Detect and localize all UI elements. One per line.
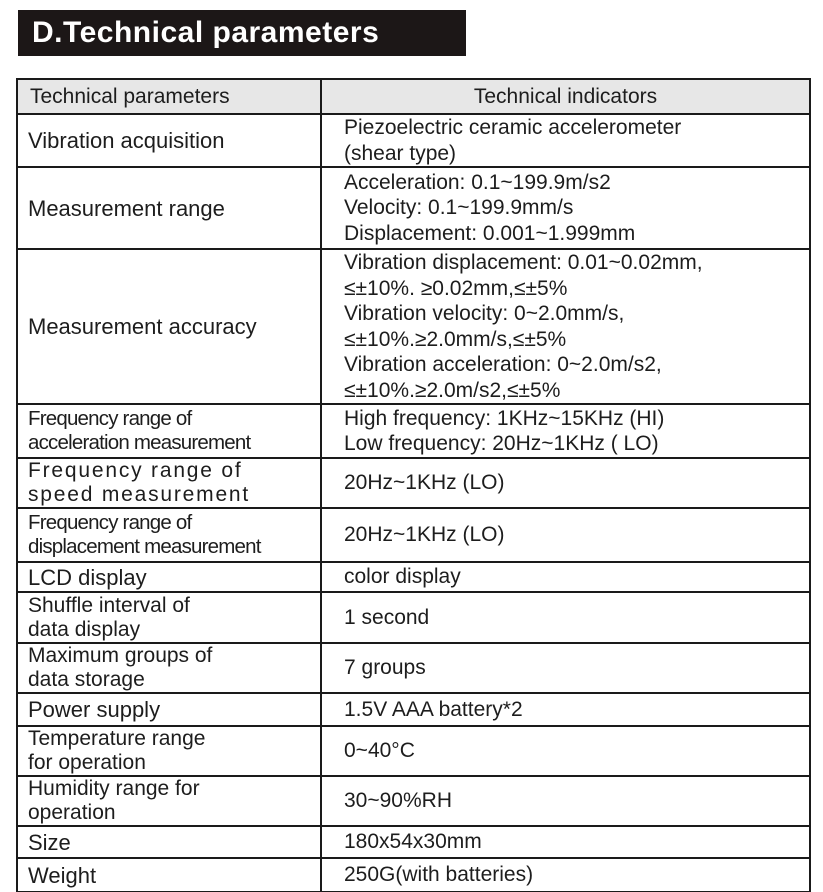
indicator-cell: 7 groups xyxy=(320,642,811,694)
table-row-weight: Weight 250G(with batteries) xyxy=(16,857,811,892)
indicator-cell: 180x54x30mm xyxy=(320,825,811,859)
param-cell: Weight xyxy=(16,857,322,892)
param-cell: Maximum groups of data storage xyxy=(16,642,322,694)
indicator-cell: 1.5V AAA battery*2 xyxy=(320,692,811,727)
section-title: D.Technical parameters xyxy=(18,10,466,56)
param-cell: Shuffle interval of data display xyxy=(16,591,322,644)
param-cell: Frequency range of displacement measurem… xyxy=(16,507,322,563)
indicator-cell: 0~40°C xyxy=(320,725,811,777)
technical-parameters-table: Technical parameters Technical indicator… xyxy=(16,78,811,892)
table-row-measurement-range: Measurement range Acceleration: 0.1~199.… xyxy=(16,166,811,250)
indicator-cell: color display xyxy=(320,561,811,593)
param-cell: LCD display xyxy=(16,561,322,593)
indicator-cell: High frequency: 1KHz~15KHz (HI) Low freq… xyxy=(320,403,811,459)
table-row-frequency-range-acceleration: Frequency range of acceleration measurem… xyxy=(16,403,811,459)
param-cell: Frequency range of acceleration measurem… xyxy=(16,403,322,459)
indicator-cell: 250G(with batteries) xyxy=(320,857,811,892)
indicator-cell: 20Hz~1KHz (LO) xyxy=(320,457,811,509)
table-row-frequency-range-speed: Frequency range of speed measurement 20H… xyxy=(16,457,811,509)
table-row-power-supply: Power supply 1.5V AAA battery*2 xyxy=(16,692,811,727)
table-row-temperature-range: Temperature range for operation 0~40°C xyxy=(16,725,811,777)
indicator-cell: Vibration displacement: 0.01~0.02mm, ≤±1… xyxy=(320,248,811,405)
table-row-size: Size 180x54x30mm xyxy=(16,825,811,859)
indicator-cell: 20Hz~1KHz (LO) xyxy=(320,507,811,563)
table-row-frequency-range-displacement: Frequency range of displacement measurem… xyxy=(16,507,811,563)
column-header-parameters: Technical parameters xyxy=(16,78,322,115)
column-header-indicators: Technical indicators xyxy=(320,78,811,115)
param-cell: Power supply xyxy=(16,692,322,727)
table-row-maximum-groups: Maximum groups of data storage 7 groups xyxy=(16,642,811,694)
param-cell: Frequency range of speed measurement xyxy=(16,457,322,509)
indicator-cell: 30~90%RH xyxy=(320,775,811,827)
table-header-row: Technical parameters Technical indicator… xyxy=(16,78,811,115)
param-cell: Temperature range for operation xyxy=(16,725,322,777)
table-row-measurement-accuracy: Measurement accuracy Vibration displacem… xyxy=(16,248,811,405)
indicator-cell: Piezoelectric ceramic accelerometer (she… xyxy=(320,113,811,168)
table-row-vibration-acquisition: Vibration acquisition Piezoelectric cera… xyxy=(16,113,811,168)
param-cell: Size xyxy=(16,825,322,859)
table-row-shuffle-interval: Shuffle interval of data display 1 secon… xyxy=(16,591,811,644)
indicator-cell: Acceleration: 0.1~199.9m/s2 Velocity: 0.… xyxy=(320,166,811,250)
param-cell: Measurement accuracy xyxy=(16,248,322,405)
param-cell: Vibration acquisition xyxy=(16,113,322,168)
indicator-cell: 1 second xyxy=(320,591,811,644)
param-cell: Humidity range for operation xyxy=(16,775,322,827)
table-row-lcd-display: LCD display color display xyxy=(16,561,811,593)
table-row-humidity-range: Humidity range for operation 30~90%RH xyxy=(16,775,811,827)
param-cell: Measurement range xyxy=(16,166,322,250)
